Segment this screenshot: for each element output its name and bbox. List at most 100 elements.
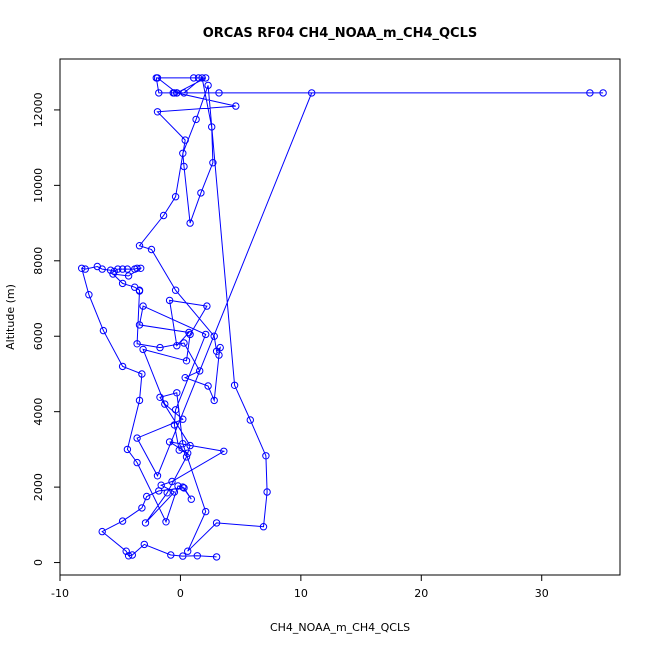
data-point	[232, 102, 240, 110]
data-point	[85, 291, 93, 299]
data-point	[135, 396, 144, 405]
data-point	[165, 438, 174, 446]
data-point	[147, 245, 156, 254]
data-point	[171, 406, 180, 414]
x-tick-label: 10	[294, 587, 308, 600]
data-point	[186, 330, 194, 339]
data-point	[182, 453, 191, 461]
data-point	[210, 332, 218, 340]
data-point	[140, 540, 149, 549]
data-point	[153, 74, 162, 82]
data-point	[139, 345, 147, 354]
x-tick-label: 0	[177, 587, 184, 600]
data-point	[215, 351, 223, 359]
data-point	[599, 89, 607, 97]
data-point	[143, 492, 151, 501]
y-axis-label: Altitude (m)	[4, 284, 17, 350]
data-point	[170, 89, 179, 97]
data-point	[135, 287, 144, 295]
data-point	[184, 449, 192, 457]
data-point	[141, 519, 150, 527]
data-point	[308, 89, 316, 97]
y-tick-label: 6000	[32, 322, 45, 350]
y-axis: 0 2000 4000 6000 8000 10000 12000	[32, 92, 60, 566]
y-tick-label: 0	[32, 559, 45, 566]
x-tick-label: -10	[51, 587, 69, 600]
data-point	[180, 89, 188, 97]
data-point	[175, 446, 183, 454]
data-point	[192, 115, 200, 124]
data-point	[194, 74, 203, 82]
data-point	[157, 481, 165, 489]
data-point	[128, 551, 137, 559]
data-point	[81, 265, 90, 273]
data-point	[185, 328, 193, 337]
data-point	[135, 321, 144, 329]
x-tick-label: 20	[414, 587, 428, 600]
data-point	[181, 136, 189, 144]
data-point	[163, 489, 171, 497]
data-point	[167, 551, 175, 559]
y-tick-label: 12000	[32, 92, 45, 127]
data-point	[133, 264, 141, 272]
data-point	[212, 347, 221, 355]
data-point	[165, 296, 174, 305]
data-point	[118, 517, 127, 525]
data-point	[210, 396, 218, 405]
plot-frame	[59, 58, 621, 576]
data-point	[196, 367, 204, 375]
data-point	[179, 440, 187, 448]
data-point	[263, 488, 271, 496]
chart-title: ORCAS RF04 CH4_NOAA_m_CH4_QCLS	[203, 26, 477, 41]
data-point	[133, 434, 141, 442]
data-point	[155, 89, 163, 97]
data-point	[170, 421, 179, 429]
data-point	[212, 553, 221, 561]
series-group	[78, 74, 607, 561]
data-point	[230, 381, 239, 389]
data-point	[138, 370, 146, 378]
data-point	[173, 389, 181, 397]
data-point	[197, 189, 205, 197]
data-point	[186, 219, 194, 227]
data-point	[118, 279, 127, 288]
data-point	[181, 374, 189, 382]
data-point	[193, 552, 202, 560]
data-point	[212, 519, 221, 527]
data-point	[187, 495, 196, 503]
data-point	[118, 265, 127, 273]
y-tick-label: 8000	[32, 247, 45, 275]
y-tick-label: 10000	[32, 168, 45, 203]
series-line	[80, 76, 604, 558]
x-tick-label: 30	[535, 587, 549, 600]
data-point	[122, 547, 130, 555]
data-point	[202, 330, 210, 339]
data-point	[179, 415, 187, 423]
data-point	[153, 472, 162, 480]
data-point	[202, 507, 210, 516]
data-point	[203, 302, 211, 310]
data-point	[179, 483, 187, 491]
data-point	[98, 265, 106, 273]
data-point	[156, 393, 164, 401]
data-point	[123, 445, 132, 454]
data-point	[179, 149, 187, 158]
data-point	[174, 482, 182, 490]
data-point	[153, 108, 162, 116]
data-point	[162, 518, 170, 526]
data-point	[78, 264, 86, 272]
data-point	[138, 504, 146, 512]
data-point	[246, 416, 255, 424]
data-point	[109, 270, 117, 278]
x-axis-label: CH4_NOAA_m_CH4_QCLS	[270, 621, 410, 634]
data-point	[208, 123, 216, 131]
data-point	[171, 193, 180, 201]
data-point	[202, 74, 210, 82]
data-point	[106, 266, 115, 274]
data-point	[139, 302, 147, 310]
data-point	[133, 458, 141, 467]
data-point	[135, 242, 144, 250]
y-tick-label: 2000	[32, 473, 45, 501]
data-point	[198, 74, 206, 82]
x-axis: -10 0 10 20 30	[51, 575, 549, 600]
